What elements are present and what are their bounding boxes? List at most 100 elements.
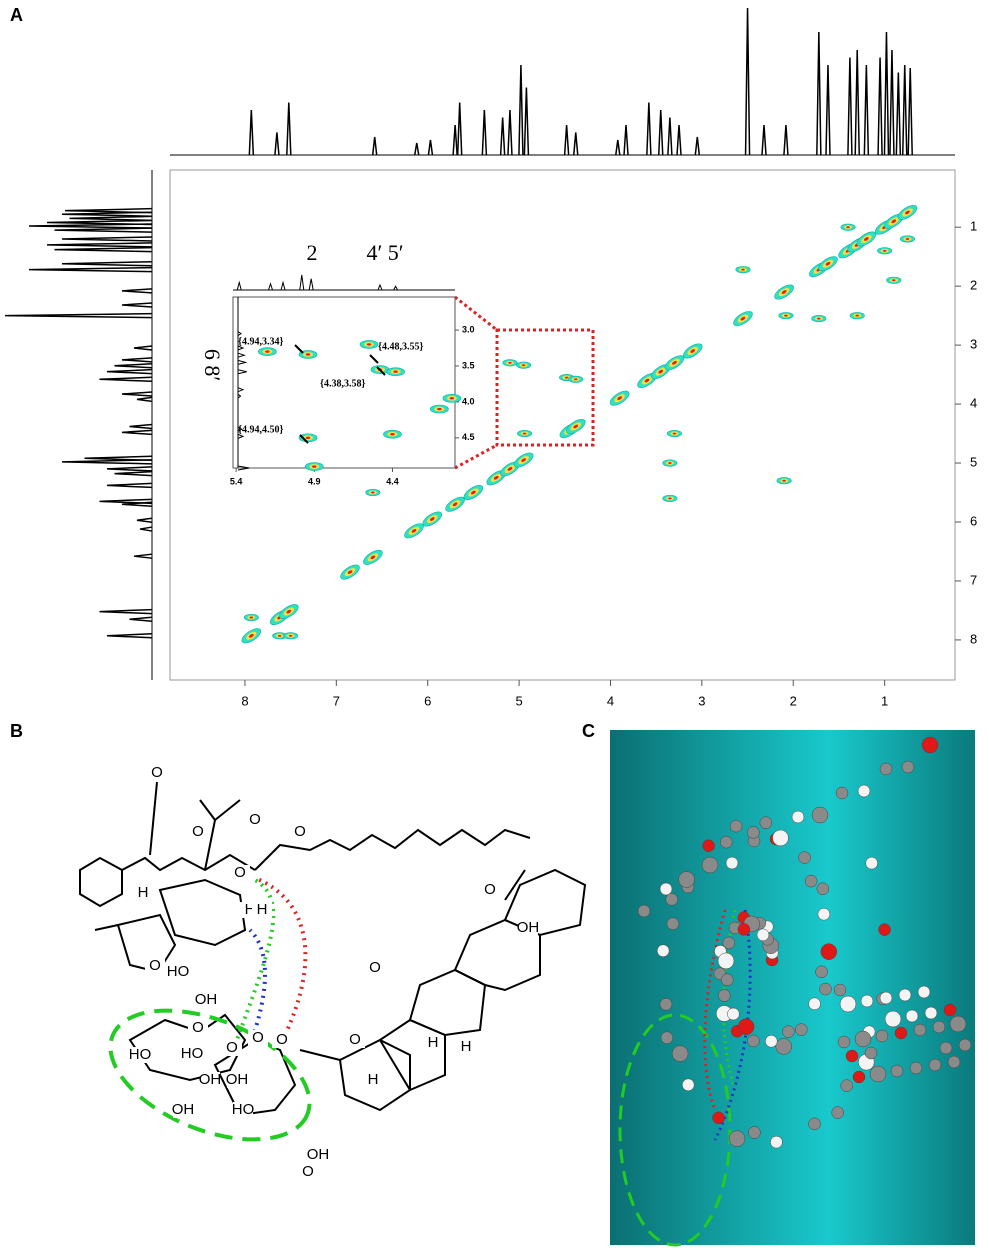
inset-label: 2 bbox=[307, 240, 318, 265]
atom-ball bbox=[819, 982, 832, 996]
contour bbox=[864, 237, 869, 241]
spectrum-peak bbox=[121, 288, 153, 294]
atom-ball bbox=[671, 1045, 689, 1062]
atom-ball bbox=[875, 1029, 889, 1043]
spectrum-peak bbox=[481, 109, 488, 156]
annotation-pointer bbox=[369, 354, 379, 364]
cross-peak bbox=[445, 496, 465, 512]
atom-label: H bbox=[245, 901, 256, 918]
atom-label: O bbox=[294, 823, 306, 840]
spectrum-peak bbox=[907, 67, 913, 156]
spectrum-peak bbox=[99, 608, 153, 615]
contour bbox=[882, 249, 887, 252]
atom-ball bbox=[831, 1106, 844, 1119]
atom-ball bbox=[729, 819, 743, 833]
structure-bonds bbox=[79, 781, 587, 1117]
spectrum-peak bbox=[615, 139, 621, 156]
atom-ball bbox=[791, 810, 805, 824]
spectrum-peak bbox=[456, 102, 463, 156]
atom-ball bbox=[857, 784, 871, 798]
y-tick-label: 5 bbox=[970, 454, 977, 469]
highlight-ellipse bbox=[108, 1008, 312, 1142]
spectrum-peak bbox=[106, 482, 153, 489]
spectrum-peak bbox=[133, 553, 153, 559]
noe-arrow bbox=[254, 876, 308, 1036]
atom-ball bbox=[905, 1009, 919, 1023]
label-bg bbox=[188, 824, 208, 840]
atom-ball bbox=[864, 1046, 878, 1060]
spectrum-peak bbox=[121, 302, 153, 308]
cross-peak bbox=[774, 284, 794, 300]
contour bbox=[573, 378, 578, 381]
label-bg bbox=[298, 1164, 318, 1180]
spectrum-peak bbox=[573, 132, 579, 156]
spectrum-peak bbox=[901, 64, 908, 156]
cross-peak bbox=[359, 340, 379, 349]
label-bg bbox=[130, 1047, 150, 1063]
spectrum-peak bbox=[667, 117, 673, 156]
contour bbox=[507, 467, 513, 471]
contour bbox=[265, 350, 270, 353]
spectrum-peak bbox=[121, 391, 153, 397]
atom-ball bbox=[782, 1025, 795, 1038]
atom-ball bbox=[804, 874, 818, 888]
atom-ball bbox=[659, 998, 673, 1011]
contour bbox=[390, 433, 395, 436]
label-bg bbox=[480, 882, 500, 898]
contour bbox=[672, 432, 677, 435]
spectrum-peak bbox=[854, 49, 860, 156]
atom-ball bbox=[770, 1135, 783, 1149]
atom-ball bbox=[765, 1034, 778, 1048]
atom-ball bbox=[666, 917, 680, 930]
contour bbox=[249, 616, 254, 619]
y-tick-label: 3.5 bbox=[462, 360, 475, 370]
contour bbox=[371, 491, 375, 494]
y-tick-label: 4.0 bbox=[462, 396, 475, 406]
atom-label: OH bbox=[226, 1071, 249, 1088]
spectrum-peak bbox=[507, 109, 513, 156]
contour bbox=[741, 268, 745, 271]
atom-ball bbox=[702, 839, 715, 853]
cross-peak bbox=[818, 256, 838, 272]
atom-label: HO bbox=[129, 1046, 152, 1063]
atom-ball bbox=[913, 1023, 927, 1037]
panel-label: C bbox=[582, 721, 595, 741]
atom-ball bbox=[811, 806, 829, 824]
cross-peak bbox=[664, 355, 685, 371]
spectrum-peak bbox=[106, 633, 153, 639]
annotation: {4.94,3.34} bbox=[238, 336, 283, 347]
cross-peak bbox=[513, 452, 534, 468]
atom-ball bbox=[909, 1061, 923, 1075]
atom-label: O bbox=[484, 881, 496, 898]
y-tick-label: 3 bbox=[970, 337, 977, 352]
label-bg bbox=[222, 1040, 242, 1056]
atom-ball bbox=[884, 1010, 902, 1028]
spectrum-peak bbox=[136, 396, 153, 403]
atom-ball bbox=[656, 944, 670, 957]
cross-peak bbox=[897, 204, 918, 220]
cross-peak bbox=[877, 247, 893, 255]
atom-label: O bbox=[226, 1039, 238, 1056]
inset-spectrum-peak bbox=[237, 359, 248, 365]
atom-ball bbox=[798, 851, 811, 864]
label-bg bbox=[248, 1030, 268, 1046]
atom-ball bbox=[747, 1034, 760, 1048]
noe-arrow bbox=[703, 909, 727, 1111]
contour bbox=[411, 528, 417, 533]
contour bbox=[312, 465, 317, 468]
cross-peak bbox=[568, 375, 584, 383]
cross-peak bbox=[840, 223, 856, 231]
atom-ball bbox=[678, 871, 695, 888]
cross-peak bbox=[386, 367, 405, 377]
contour bbox=[668, 497, 672, 500]
inset-spectrum-peak bbox=[237, 331, 242, 337]
spectrum-peak bbox=[414, 142, 420, 156]
contour bbox=[781, 290, 787, 294]
spectrum-peak bbox=[563, 124, 570, 156]
contour bbox=[892, 279, 896, 282]
contour bbox=[891, 219, 897, 224]
annotation-pointer bbox=[376, 366, 386, 376]
atom-ball bbox=[921, 736, 939, 754]
spectrum-peak bbox=[46, 219, 153, 226]
inset-spectrum-peak bbox=[237, 387, 245, 393]
